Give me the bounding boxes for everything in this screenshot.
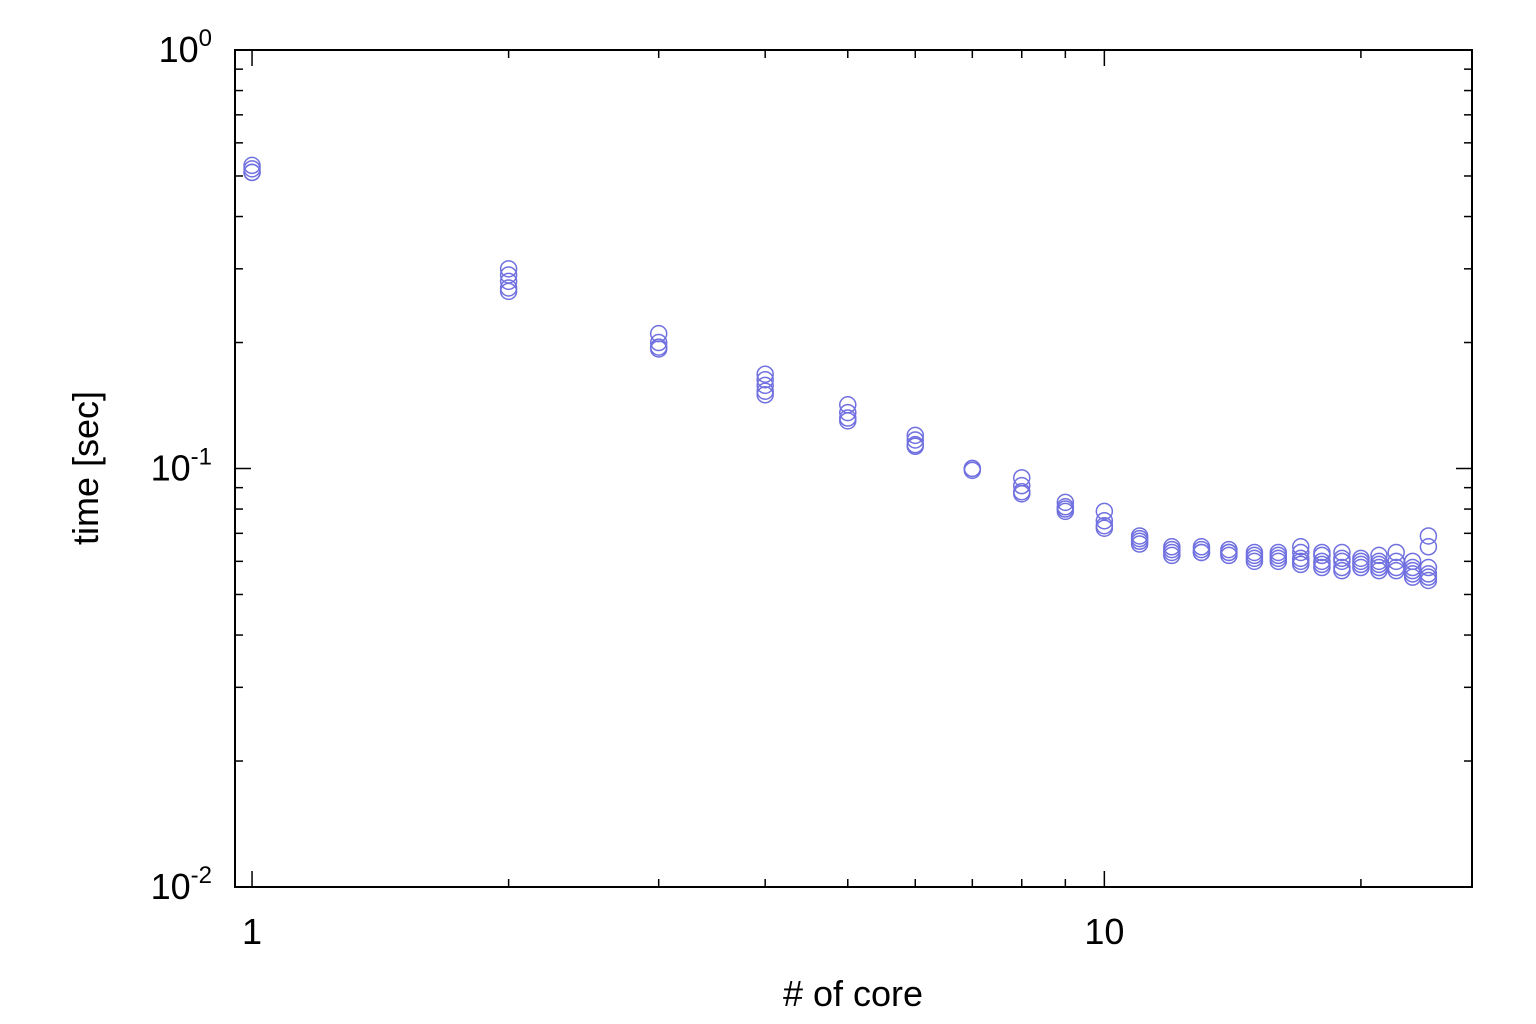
data-point	[756, 386, 774, 404]
data-point	[1387, 561, 1405, 580]
data-point	[499, 260, 518, 278]
x-axis-label: # of core	[783, 973, 923, 1014]
data-point	[1220, 546, 1238, 565]
data-point	[1387, 543, 1405, 562]
data-point	[906, 426, 925, 445]
data-point	[963, 461, 982, 480]
axis-ticks	[235, 49, 1472, 888]
data-point	[1013, 476, 1031, 495]
data-point	[1056, 493, 1075, 512]
data-point	[1419, 568, 1438, 586]
data-point	[1095, 512, 1114, 530]
data-point	[499, 282, 518, 301]
data-point	[1419, 527, 1438, 545]
data-point	[649, 340, 668, 358]
data-point	[1292, 543, 1310, 562]
data-point	[1292, 555, 1310, 574]
data-point	[1056, 502, 1075, 521]
data-point	[1292, 538, 1310, 556]
tick-labels: 100 10-1 10-2 1 10	[151, 25, 1125, 952]
data-point	[1333, 561, 1351, 580]
data-point	[649, 333, 668, 352]
data-point	[756, 382, 774, 400]
data-point	[243, 160, 261, 178]
data-point	[1269, 552, 1288, 571]
data-point	[1095, 519, 1114, 537]
data-point	[1313, 546, 1331, 565]
data-point	[1333, 543, 1351, 562]
y-tick-label: 100	[159, 25, 212, 70]
plot-frame	[234, 49, 1473, 888]
data-points	[243, 156, 1438, 590]
x-tick-label: 10	[1084, 911, 1124, 952]
data-point	[243, 163, 261, 182]
data-point	[1419, 571, 1438, 590]
data-point	[1095, 502, 1114, 521]
data-point	[1192, 543, 1211, 562]
data-point	[906, 437, 925, 456]
data-point	[1352, 558, 1370, 577]
y-axis-label: time [sec]	[65, 391, 106, 545]
data-point	[1370, 561, 1388, 580]
data-point	[1013, 485, 1031, 503]
data-point	[906, 431, 925, 449]
data-point	[1419, 558, 1438, 577]
data-point	[839, 412, 857, 430]
data-point	[756, 376, 774, 395]
data-point	[1130, 535, 1149, 553]
y-tick-label: 10-2	[151, 862, 212, 907]
data-point	[1313, 558, 1331, 577]
x-tick-label: 1	[242, 911, 262, 952]
data-point	[839, 403, 857, 422]
data-point	[1419, 538, 1438, 556]
data-point	[243, 156, 261, 175]
data-point	[1333, 552, 1351, 571]
data-point	[499, 272, 518, 291]
y-tick-label: 10-1	[151, 444, 212, 489]
data-point	[756, 370, 774, 389]
data-point	[756, 365, 774, 383]
data-point	[1163, 546, 1181, 565]
data-point	[1245, 552, 1264, 571]
